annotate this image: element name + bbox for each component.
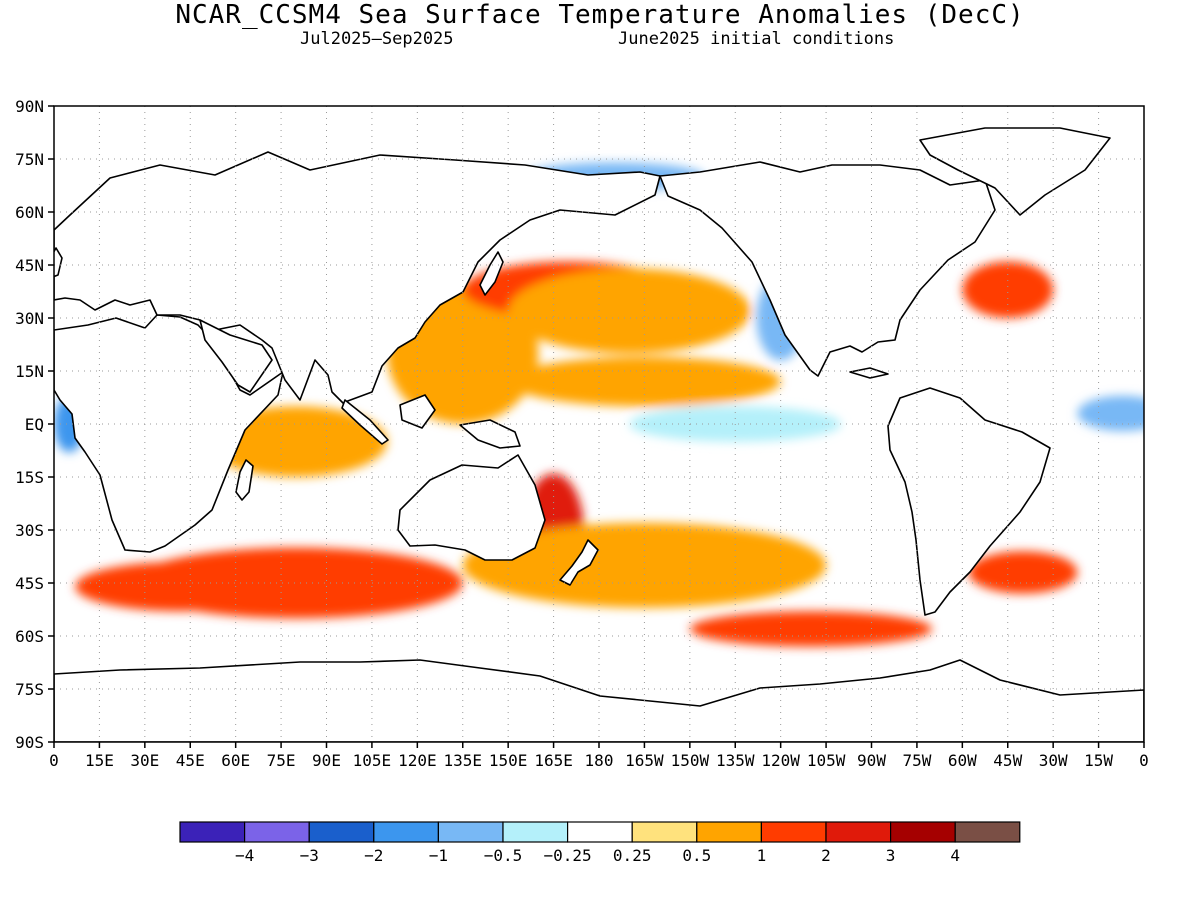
lat-tick-label: 15N <box>15 362 44 381</box>
anomaly-region-13 <box>968 551 1078 594</box>
lon-tick-label: 75W <box>902 751 931 770</box>
lon-tick-label: 15W <box>1084 751 1113 770</box>
graticule-grid <box>54 106 1144 742</box>
colorbar-swatch <box>308 821 375 843</box>
lat-tick-label: 60S <box>15 627 44 646</box>
australia-landmass <box>397 454 546 561</box>
anomaly-region-7 <box>508 356 781 407</box>
forecast-period: Jul2025–Sep2025 <box>300 29 454 49</box>
land-masses <box>54 127 1144 742</box>
japan-landmass <box>479 251 504 296</box>
colorbar-swatch <box>244 821 310 843</box>
lon-tick-label: 75E <box>267 751 296 770</box>
lat-tick-label: 45N <box>15 256 44 275</box>
lat-tick-label: 90S <box>15 733 44 752</box>
lon-tick-label: 180 <box>585 751 614 770</box>
madagascar-landmass <box>235 459 254 501</box>
lon-tick-label: 45E <box>176 751 205 770</box>
colorbar-label: 4 <box>950 846 960 865</box>
anomaly-region-15 <box>1077 395 1144 432</box>
cuba-landmass <box>849 367 889 379</box>
colorbar-label: −0.5 <box>484 846 523 865</box>
new-zealand-landmass <box>559 539 599 586</box>
borneo-landmass <box>399 394 436 429</box>
lon-tick-label: 15E <box>85 751 114 770</box>
colorbar-label: −3 <box>300 846 319 865</box>
colorbar-swatch <box>179 821 246 843</box>
colorbar-swatch <box>566 821 633 843</box>
anomaly-region-6 <box>508 268 751 354</box>
lon-tick-label: 60W <box>948 751 977 770</box>
lon-tick-label: 150E <box>489 751 528 770</box>
anomaly-region-12 <box>962 261 1054 318</box>
anomaly-region-10 <box>689 611 933 647</box>
lon-tick-label: 135E <box>443 751 482 770</box>
colorbar-swatch <box>889 821 956 843</box>
lat-tick-label: 75N <box>15 150 44 169</box>
antarctica-landmass <box>54 659 1144 742</box>
sumatra-landmass <box>341 399 389 445</box>
colorbar-label: 1 <box>757 846 767 865</box>
lat-tick-label: EQ <box>25 415 44 434</box>
lon-tick-label: 60E <box>221 751 250 770</box>
colorbar-swatch <box>631 821 698 843</box>
anomaly-region-2 <box>129 547 463 619</box>
colorbar-label: 3 <box>886 846 896 865</box>
lat-tick-label: 90N <box>15 97 44 116</box>
new-guinea-landmass <box>459 419 521 449</box>
lon-tick-label: 0 <box>49 751 59 770</box>
colorbar-swatch <box>760 821 827 843</box>
lat-tick-label: 30S <box>15 521 44 540</box>
lon-tick-label: 0 <box>1139 751 1149 770</box>
colorbar-label: 2 <box>821 846 831 865</box>
initial-conditions-label: June2025 initial conditions <box>618 29 895 49</box>
colorbar-label: −1 <box>429 846 448 865</box>
colorbar-label: −2 <box>364 846 383 865</box>
lon-tick-label: 105W <box>807 751 846 770</box>
colorbar-swatch <box>502 821 569 843</box>
colorbar-label: 0.5 <box>682 846 711 865</box>
colorbar-label: −4 <box>235 846 254 865</box>
lon-tick-label: 90E <box>312 751 341 770</box>
colorbar-label: −0.25 <box>544 846 592 865</box>
lon-tick-label: 105E <box>353 751 392 770</box>
map-title: NCAR_CCSM4 Sea Surface Temperature Anoma… <box>175 0 1025 30</box>
greenland-landmass <box>919 127 1111 216</box>
colorbar-swatch <box>437 821 504 843</box>
lat-tick-label: 15S <box>15 468 44 487</box>
lon-tick-label: 165W <box>625 751 664 770</box>
lon-tick-label: 120W <box>761 751 800 770</box>
lat-tick-label: 45S <box>15 574 44 593</box>
eurasia-landmass <box>54 151 661 423</box>
lon-tick-label: 120E <box>398 751 437 770</box>
colorbar: −4 −3 −2 −1 −0.5 −0.25 0.25 0.5 1 2 3 4 <box>179 821 1021 865</box>
lon-tick-label: 135W <box>716 751 755 770</box>
lat-tick-label: 60N <box>15 203 44 222</box>
lat-tick-label: 30N <box>15 309 44 328</box>
colorbar-swatch <box>825 821 892 843</box>
north-america-landmass <box>659 161 996 377</box>
lat-tick-label: 75S <box>15 680 44 699</box>
lon-tick-label: 30E <box>130 751 159 770</box>
colorbar-swatch <box>954 821 1021 843</box>
lon-tick-label: 90W <box>857 751 886 770</box>
colorbar-swatch <box>373 821 439 843</box>
lon-tick-label: 30W <box>1039 751 1068 770</box>
africa-landmass <box>54 314 284 553</box>
lon-tick-label: 150W <box>671 751 710 770</box>
arabian-peninsula <box>199 319 273 393</box>
colorbar-label: 0.25 <box>613 846 652 865</box>
lon-tick-label: 45W <box>993 751 1022 770</box>
south-america-landmass <box>887 387 1051 616</box>
colorbar-swatch <box>696 821 762 843</box>
axis-labels: 90N 75N 60N 45N 30N 15N EQ 15S 30S 45S 60S 75S 90S 0 1… <box>15 97 1149 770</box>
lon-tick-label: 165E <box>534 751 573 770</box>
